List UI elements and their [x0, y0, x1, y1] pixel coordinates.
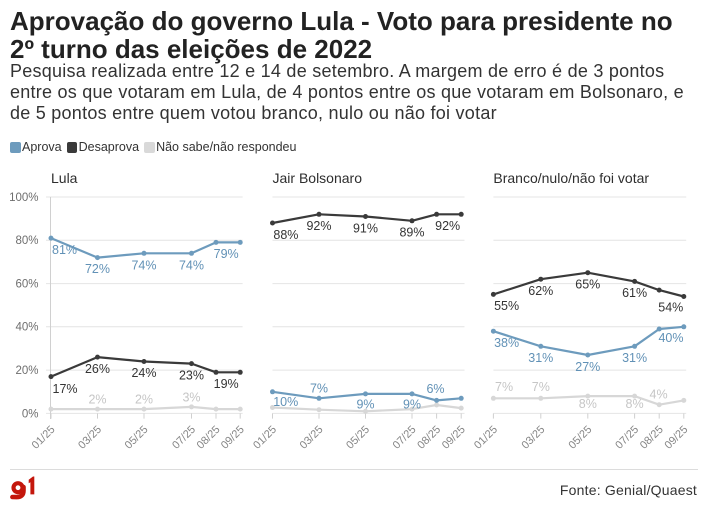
svg-text:27%: 27% [575, 360, 600, 374]
svg-text:07/25: 07/25 [170, 424, 198, 452]
svg-text:92%: 92% [435, 219, 460, 233]
svg-text:62%: 62% [528, 284, 553, 298]
svg-text:09/25: 09/25 [219, 424, 247, 452]
svg-text:10%: 10% [273, 395, 298, 409]
svg-text:0%: 0% [22, 408, 39, 420]
svg-text:80%: 80% [15, 235, 38, 247]
svg-text:05/25: 05/25 [123, 424, 151, 452]
svg-text:08/25: 08/25 [195, 424, 223, 452]
svg-text:31%: 31% [622, 351, 647, 365]
svg-text:54%: 54% [658, 300, 683, 314]
svg-text:Branco/nulo/não foi votar: Branco/nulo/não foi votar [493, 170, 649, 186]
svg-text:65%: 65% [575, 278, 600, 292]
svg-text:03/25: 03/25 [519, 424, 547, 452]
svg-text:88%: 88% [273, 228, 298, 242]
svg-text:4%: 4% [650, 388, 668, 402]
svg-text:31%: 31% [528, 351, 553, 365]
svg-text:01/25: 01/25 [30, 424, 58, 452]
svg-text:74%: 74% [179, 258, 204, 272]
svg-text:24%: 24% [131, 366, 156, 380]
svg-text:81%: 81% [52, 243, 77, 257]
svg-text:9%: 9% [356, 398, 374, 412]
svg-text:9%: 9% [403, 398, 421, 412]
svg-text:60%: 60% [15, 279, 38, 291]
svg-text:72%: 72% [85, 262, 110, 276]
svg-text:40%: 40% [15, 322, 38, 334]
svg-text:23%: 23% [179, 368, 204, 382]
svg-text:55%: 55% [494, 299, 519, 313]
svg-text:26%: 26% [85, 362, 110, 376]
svg-text:01/25: 01/25 [472, 424, 500, 452]
svg-text:74%: 74% [131, 258, 156, 272]
svg-text:100%: 100% [9, 192, 38, 204]
svg-text:Lula: Lula [51, 170, 78, 186]
svg-text:3%: 3% [182, 391, 200, 405]
svg-text:7%: 7% [310, 382, 328, 396]
svg-text:8%: 8% [626, 397, 644, 411]
svg-text:92%: 92% [306, 219, 331, 233]
svg-text:91%: 91% [353, 221, 378, 235]
svg-text:09/25: 09/25 [662, 424, 690, 452]
svg-text:09/25: 09/25 [440, 424, 468, 452]
svg-text:79%: 79% [214, 247, 239, 261]
svg-text:07/25: 07/25 [613, 424, 641, 452]
svg-text:08/25: 08/25 [638, 424, 666, 452]
svg-text:07/25: 07/25 [391, 424, 419, 452]
svg-text:7%: 7% [532, 380, 550, 394]
svg-text:89%: 89% [399, 226, 424, 240]
svg-text:05/25: 05/25 [566, 424, 594, 452]
svg-text:03/25: 03/25 [298, 424, 326, 452]
svg-text:Jair Bolsonaro: Jair Bolsonaro [273, 170, 363, 186]
svg-text:6%: 6% [426, 382, 444, 396]
svg-text:17%: 17% [53, 382, 78, 396]
svg-text:7%: 7% [495, 380, 513, 394]
svg-text:19%: 19% [214, 377, 239, 391]
svg-text:01/25: 01/25 [251, 424, 279, 452]
svg-text:61%: 61% [622, 286, 647, 300]
svg-text:20%: 20% [15, 365, 38, 377]
svg-text:2%: 2% [135, 393, 153, 407]
svg-text:05/25: 05/25 [344, 424, 372, 452]
svg-text:2%: 2% [88, 393, 106, 407]
svg-text:03/25: 03/25 [76, 424, 104, 452]
svg-text:38%: 38% [494, 336, 519, 350]
svg-text:8%: 8% [579, 397, 597, 411]
svg-text:40%: 40% [658, 331, 683, 345]
svg-text:08/25: 08/25 [415, 424, 443, 452]
